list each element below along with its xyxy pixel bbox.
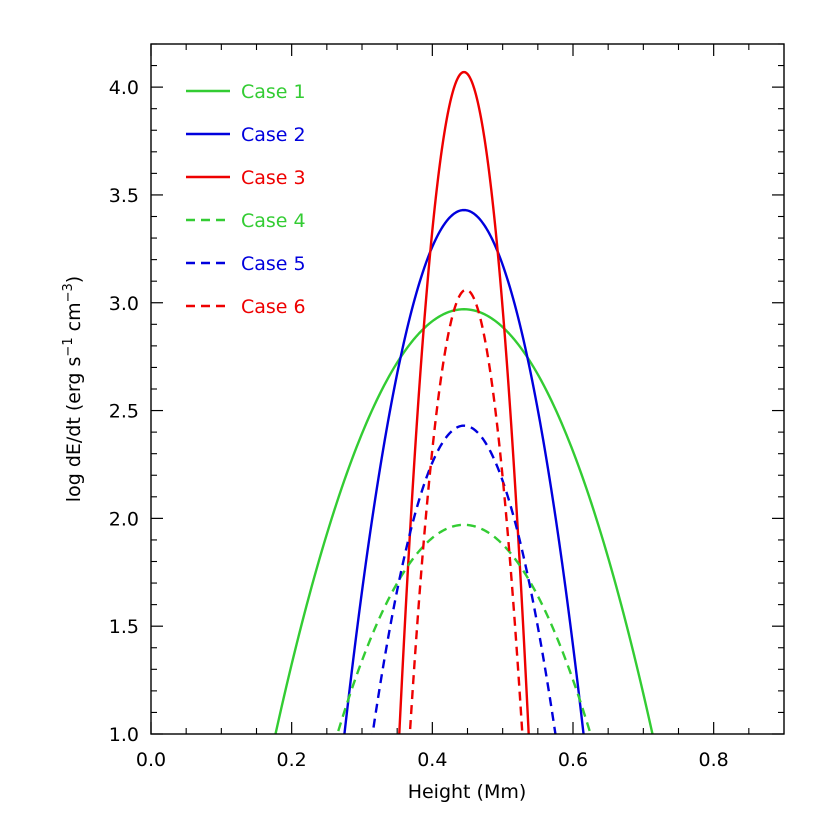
y-axis: 1.0 1.5 2.0 2.5 3.0 3.5 4.0 [109,43,784,746]
y-tick-label: 1.0 [109,724,139,746]
series-line-case-3 [398,70,530,734]
x-tick-label: 0.8 [699,749,729,771]
y-axis-label-prefix: log dE/dt (erg s [63,357,85,503]
y-axis-label-middle: cm [63,302,85,337]
y-tick-label: 3.0 [109,293,139,315]
x-tick-label: 0.6 [558,749,588,771]
x-axis: 0.0 0.2 0.4 0.6 0.8 [136,44,750,771]
series-line-case-1 [274,308,654,734]
plot-frame [150,43,785,735]
legend-label-case-6: Case 6 [241,296,306,318]
y-axis-label-exp1: −1 [61,337,76,356]
legend-label-case-1: Case 1 [241,81,306,103]
x-tick-label: 0.4 [417,749,447,771]
series-line-case-6 [408,288,524,734]
y-axis-label-exp2: −3 [61,283,76,302]
series-line-case-4 [336,523,592,734]
y-tick-label: 1.5 [109,616,139,638]
x-axis-label: Height (Mm) [408,781,527,803]
y-axis-label: log dE/dt (erg s−1 cm−3) [61,276,85,502]
series-layer [274,70,654,734]
y-tick-label: 2.0 [109,508,139,530]
legend-label-case-4: Case 4 [241,210,306,232]
legend: Case 1 Case 2 Case 3 Case 4 Case 5 Case 6 [186,81,306,318]
legend-label-case-5: Case 5 [241,253,306,275]
series-line-case-2 [343,208,585,734]
y-tick-label: 2.5 [109,401,139,423]
y-tick-label: 4.0 [109,77,139,99]
series-line-case-5 [371,424,557,734]
x-tick-label: 0.2 [277,749,307,771]
legend-label-case-2: Case 2 [241,124,306,146]
y-tick-label: 3.5 [109,185,139,207]
legend-label-case-3: Case 3 [241,167,306,189]
x-tick-label: 0.0 [136,749,166,771]
y-axis-label-suffix: ) [63,276,85,283]
